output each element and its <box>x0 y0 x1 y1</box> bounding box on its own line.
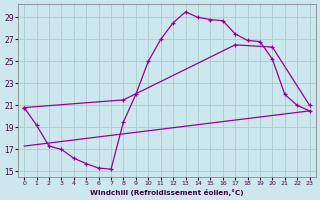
X-axis label: Windchill (Refroidissement éolien,°C): Windchill (Refroidissement éolien,°C) <box>90 189 244 196</box>
